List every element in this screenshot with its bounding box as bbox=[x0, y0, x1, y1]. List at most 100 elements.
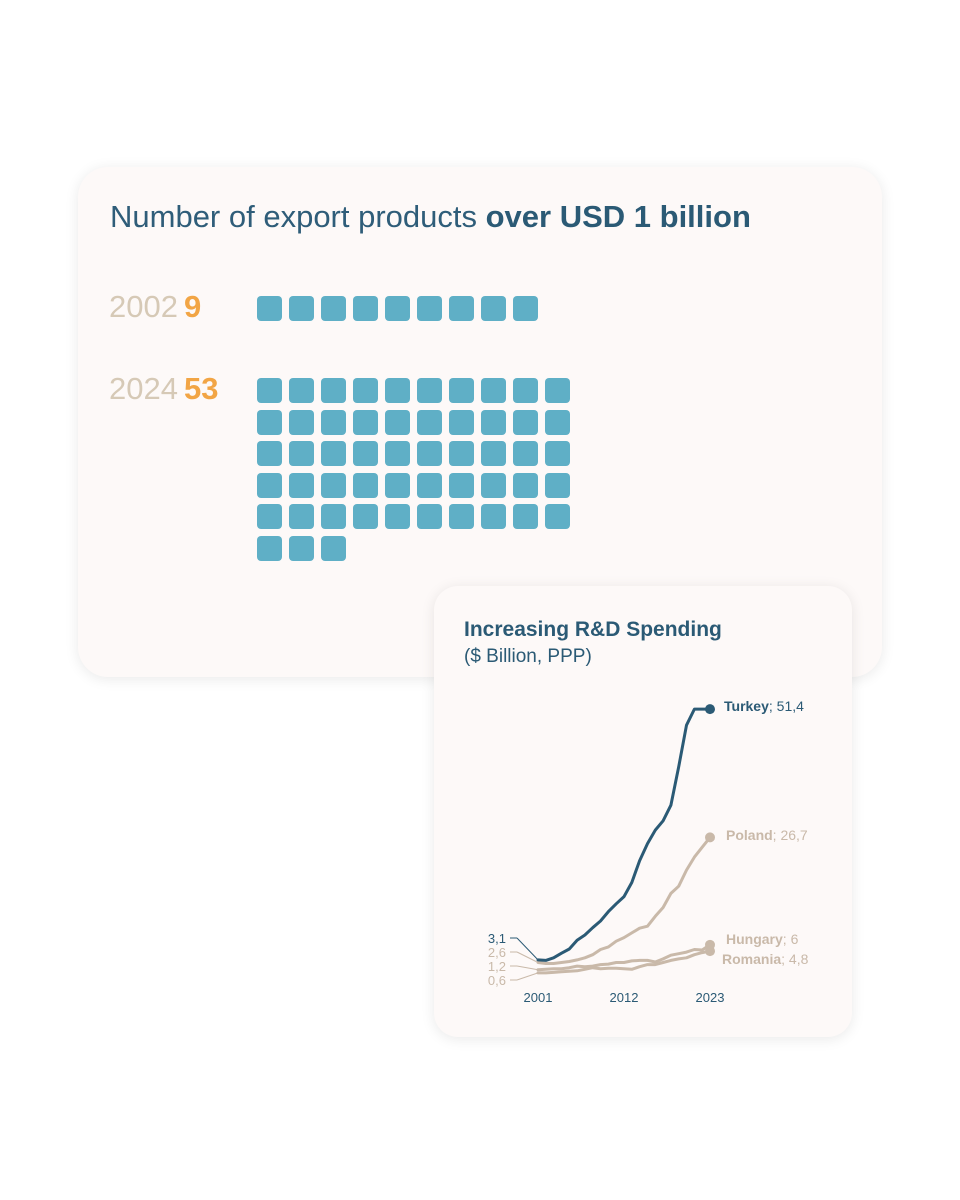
export-product-square bbox=[513, 472, 538, 498]
export-product-square bbox=[417, 504, 442, 529]
export-product-square bbox=[289, 441, 314, 466]
start-leader-line bbox=[516, 951, 539, 963]
export-product-square bbox=[353, 441, 378, 466]
export-product-square bbox=[417, 296, 442, 321]
start-leader-line bbox=[516, 972, 539, 981]
export-product-square bbox=[353, 472, 378, 498]
rd-chart-subtitle: ($ Billion, PPP) bbox=[464, 646, 592, 667]
export-product-square bbox=[257, 296, 282, 321]
series-line-poland bbox=[536, 835, 712, 965]
series-end-value: ; 6 bbox=[783, 931, 799, 947]
series-end-value: ; 4,8 bbox=[781, 951, 808, 967]
series-line-hungary bbox=[536, 943, 712, 972]
series-end-marker-turkey bbox=[705, 704, 715, 715]
export-product-square bbox=[353, 504, 378, 529]
x-tick-label: 2001 bbox=[524, 990, 553, 1005]
export-product-square bbox=[481, 296, 506, 321]
series-name: Romania bbox=[722, 951, 781, 967]
export-product-square bbox=[289, 535, 314, 561]
export-product-square bbox=[257, 535, 282, 561]
series-name: Turkey bbox=[724, 698, 769, 714]
export-product-square bbox=[449, 504, 474, 529]
series-end-label-turkey: Turkey; 51,4 bbox=[724, 698, 804, 714]
start-value-label: 1,2 bbox=[488, 959, 506, 974]
series-end-value: ; 26,7 bbox=[773, 827, 808, 843]
start-value-label: 3,1 bbox=[488, 931, 506, 946]
export-product-square bbox=[449, 409, 474, 435]
export-product-square bbox=[513, 409, 538, 435]
export-title-regular: Number of export products bbox=[110, 199, 486, 234]
export-product-square bbox=[481, 472, 506, 498]
series-end-label-hungary: Hungary; 6 bbox=[726, 931, 799, 947]
export-product-square bbox=[353, 296, 378, 321]
row-label-2024: 2024 53 bbox=[109, 371, 218, 407]
export-title-bold: over USD 1 billion bbox=[485, 199, 751, 234]
start-value-label: 0,6 bbox=[488, 973, 506, 988]
export-product-square bbox=[289, 409, 314, 435]
export-product-square bbox=[385, 296, 410, 321]
export-product-square bbox=[417, 378, 442, 403]
export-product-square bbox=[545, 378, 570, 403]
export-product-square bbox=[257, 472, 282, 498]
export-product-square bbox=[449, 378, 474, 403]
export-product-square bbox=[449, 472, 474, 498]
export-product-square bbox=[449, 296, 474, 321]
export-product-square bbox=[321, 296, 346, 321]
year-label: 2024 bbox=[109, 371, 178, 406]
series-line-romania bbox=[536, 949, 712, 975]
export-product-square bbox=[545, 441, 570, 466]
export-product-square bbox=[481, 504, 506, 529]
count-label: 9 bbox=[183, 289, 202, 324]
series-end-value: ; 51,4 bbox=[769, 698, 804, 714]
export-product-square bbox=[385, 472, 410, 498]
export-product-square bbox=[353, 378, 378, 403]
export-product-square bbox=[481, 441, 506, 466]
export-product-square bbox=[545, 409, 570, 435]
x-tick-label: 2012 bbox=[610, 990, 639, 1005]
series-line-turkey bbox=[536, 707, 712, 962]
export-product-square bbox=[289, 378, 314, 403]
export-product-square bbox=[257, 441, 282, 466]
start-leader-line bbox=[516, 965, 539, 971]
export-product-square bbox=[513, 378, 538, 403]
export-product-square bbox=[321, 504, 346, 529]
export-product-square bbox=[257, 504, 282, 529]
series-end-label-romania: Romania; 4,8 bbox=[722, 951, 809, 967]
export-product-square bbox=[257, 378, 282, 403]
export-product-square bbox=[289, 504, 314, 529]
export-product-square bbox=[417, 472, 442, 498]
year-label: 2002 bbox=[109, 289, 178, 324]
export-product-square bbox=[353, 409, 378, 435]
rd-spending-card: Increasing R&D Spending ($ Billion, PPP)… bbox=[434, 586, 852, 1037]
series-end-marker-poland bbox=[705, 832, 715, 843]
export-product-square bbox=[545, 472, 570, 498]
export-product-square bbox=[385, 504, 410, 529]
export-product-square bbox=[417, 409, 442, 435]
export-product-square bbox=[321, 441, 346, 466]
series-name: Hungary bbox=[726, 931, 783, 947]
export-chart-title: Number of export products over USD 1 bil… bbox=[110, 199, 751, 235]
row-label-2002: 2002 9 bbox=[109, 289, 201, 325]
export-product-square bbox=[417, 441, 442, 466]
export-product-square bbox=[289, 296, 314, 321]
export-product-square bbox=[385, 409, 410, 435]
export-product-square bbox=[545, 504, 570, 529]
rd-chart-title: Increasing R&D Spending bbox=[464, 618, 722, 641]
start-value-label: 2,6 bbox=[488, 945, 506, 960]
export-product-square bbox=[513, 441, 538, 466]
pictogram-row-2002 bbox=[257, 296, 570, 321]
export-product-square bbox=[481, 409, 506, 435]
start-leader-line bbox=[516, 937, 539, 961]
export-product-square bbox=[321, 535, 346, 561]
export-product-square bbox=[321, 409, 346, 435]
export-product-square bbox=[321, 472, 346, 498]
count-label: 53 bbox=[183, 371, 219, 406]
series-end-marker-hungary bbox=[705, 939, 715, 950]
export-product-square bbox=[385, 441, 410, 466]
export-product-square bbox=[385, 378, 410, 403]
series-name: Poland bbox=[726, 827, 773, 843]
export-product-square bbox=[257, 409, 282, 435]
export-product-square bbox=[513, 296, 538, 321]
x-tick-label: 2023 bbox=[696, 990, 725, 1005]
